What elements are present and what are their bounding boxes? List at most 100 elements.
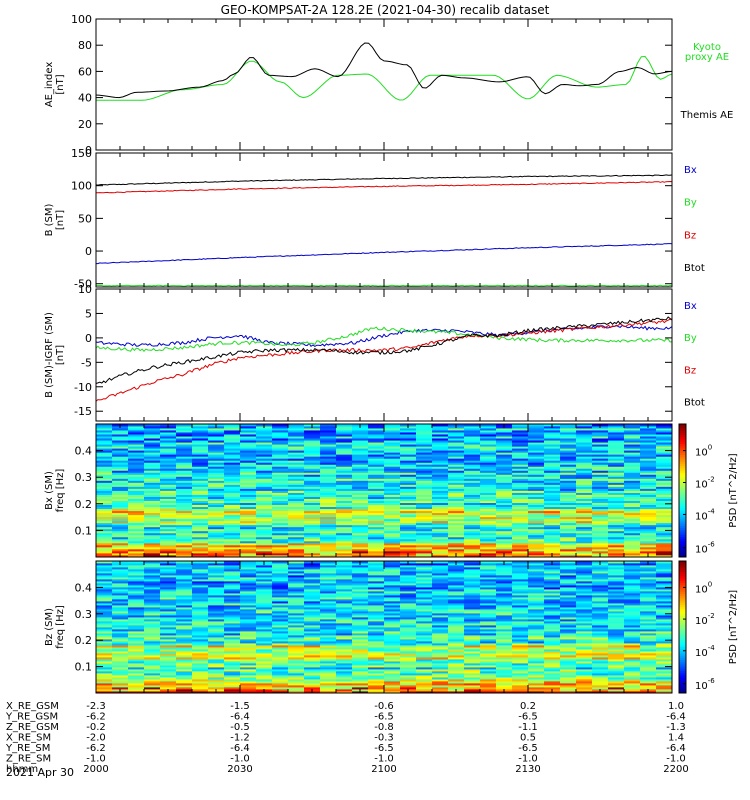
bx_spec-cell	[160, 468, 177, 471]
bz_spec-cell	[400, 619, 417, 622]
bz_spec-cell	[304, 671, 321, 674]
bz_spec-cell	[544, 673, 561, 676]
bx_spec-cell	[112, 468, 129, 471]
bx_spec-cell	[352, 500, 369, 503]
bz_spec-cell	[416, 639, 433, 642]
bx_spec-cell	[320, 524, 337, 528]
bx_spec-cell	[464, 526, 481, 530]
bx_spec-cell	[192, 522, 209, 526]
bz_spec-cell	[624, 589, 641, 592]
bx_spec-cell	[512, 440, 529, 443]
bz_spec-cell	[448, 603, 465, 606]
bx_spec-cell	[448, 430, 465, 433]
bz_spec-cell	[608, 573, 625, 576]
bz_spec-cell	[432, 625, 449, 628]
bz_spec-cell	[560, 607, 577, 610]
bz_spec-cell	[128, 617, 145, 620]
bz_spec-cell	[640, 665, 657, 668]
bx_spec-cell	[352, 506, 369, 510]
bx_spec-cell	[480, 426, 497, 429]
bx_spec-cell	[432, 474, 449, 477]
bz_spec-cell	[208, 683, 225, 686]
bx_spec-cell	[128, 430, 145, 433]
bx_spec-cell	[384, 474, 401, 477]
bx_spec-cell	[560, 496, 577, 499]
bz_spec-cell	[640, 613, 657, 616]
bx_spec-colorbar-label: 10-6	[695, 541, 715, 556]
bz_spec-cell	[304, 641, 321, 644]
bx_spec-cell	[592, 434, 609, 437]
bz_spec-cell	[608, 603, 625, 606]
bz_spec-cell	[480, 613, 497, 616]
bz_spec-cell	[400, 623, 417, 626]
bz_spec-cell	[464, 585, 481, 588]
bx_spec-cell	[400, 458, 417, 461]
bx_spec-cell	[288, 536, 305, 540]
bx_spec-cell	[560, 522, 577, 526]
bx_spec-cell	[256, 452, 273, 455]
bx_spec-cells	[96, 424, 673, 558]
bx_spec-cell	[320, 538, 337, 542]
bz_spec-cell	[608, 605, 625, 608]
bx_spec-cell	[416, 490, 433, 493]
bz_spec-cell	[240, 577, 257, 580]
bz_spec-cell	[112, 679, 129, 682]
bx_spec-cell	[144, 524, 161, 528]
bz_spec-cell	[624, 671, 641, 674]
bx_spec-cell	[656, 442, 673, 445]
bx_spec-cell	[256, 446, 273, 449]
bx_spec-cell	[288, 476, 305, 479]
bx_spec-cell	[368, 444, 385, 447]
bx_spec-cell	[368, 552, 385, 556]
bz_spec-cell	[160, 625, 177, 628]
bx_spec-cell	[512, 502, 529, 506]
bx_spec-cell	[576, 490, 593, 493]
bz_spec-cell	[528, 667, 545, 670]
bx_spec-cell	[592, 486, 609, 489]
bz_spec-cell	[576, 621, 593, 624]
bz_spec-cell	[416, 643, 433, 646]
bx_spec-cell	[192, 530, 209, 534]
bz_spec-cell	[272, 575, 289, 578]
bx_spec-cell	[400, 488, 417, 491]
bx_spec-cell	[160, 502, 177, 506]
bx_spec-cell	[528, 466, 545, 469]
bz_spec-cell	[656, 641, 673, 644]
bz_spec-cell	[240, 575, 257, 578]
bx_spec-cell	[96, 440, 113, 443]
bx_spec-cell	[656, 536, 673, 540]
b_sm-legend-entry: Bx	[684, 165, 697, 176]
bz_spec-cell	[544, 635, 561, 638]
bx_spec-cell	[592, 530, 609, 534]
bx_spec-cell	[480, 508, 497, 512]
bx_spec-cell	[592, 546, 609, 550]
bz_spec-cell	[448, 671, 465, 674]
bx_spec-cell	[432, 522, 449, 526]
bx_spec-cell	[656, 548, 673, 552]
bz_spec-cell	[576, 683, 593, 686]
bx_spec-colorbar-step	[679, 554, 686, 558]
bx_spec-cell	[512, 446, 529, 449]
bx_spec-cell	[608, 474, 625, 477]
bz_spec-cell	[272, 579, 289, 582]
bx_spec-cell	[288, 430, 305, 433]
bx_spec-cell	[624, 496, 641, 499]
bz_spec-cell	[416, 581, 433, 584]
bz_spec-cell	[112, 569, 129, 572]
bz_spec-cell	[640, 631, 657, 634]
bx_spec-colorbar-step	[679, 430, 686, 434]
bz_spec-cell	[288, 641, 305, 644]
bz_spec-cell	[448, 667, 465, 670]
bx_spec-cell	[96, 484, 113, 487]
bz_spec-cell	[128, 571, 145, 574]
bx_spec-cell	[400, 456, 417, 459]
bz_spec-cell	[368, 677, 385, 680]
bx_spec-cell	[624, 488, 641, 491]
bx_spec-cell	[544, 430, 561, 433]
bx_spec-cell	[272, 474, 289, 477]
bx_spec-cell	[464, 434, 481, 437]
bx_spec-cell	[320, 548, 337, 552]
bz_spec-cell	[384, 569, 401, 572]
bx_spec-cell	[288, 428, 305, 431]
bx_spec-cell	[464, 530, 481, 534]
